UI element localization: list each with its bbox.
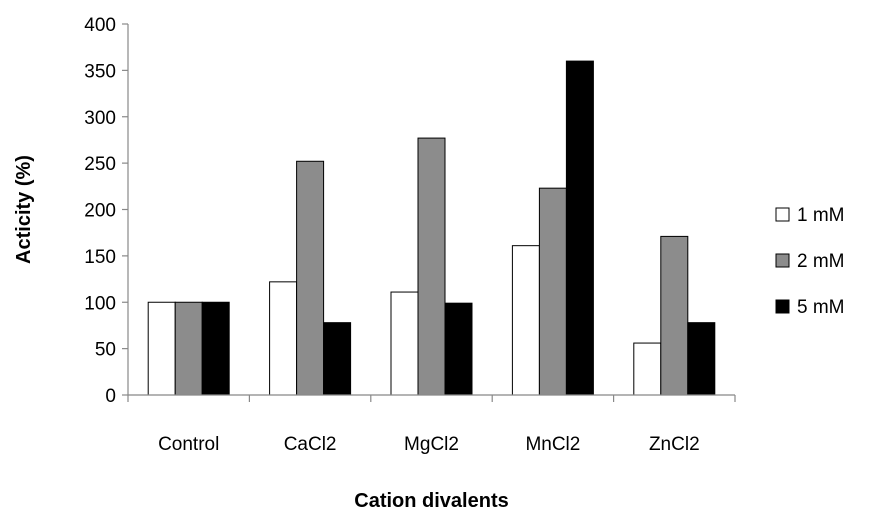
- y-tick-label: 150: [84, 247, 116, 268]
- bars: [147, 60, 716, 396]
- legend-label: 1 mM: [797, 205, 845, 226]
- bar-MnCl2-2mM: [538, 187, 567, 396]
- y-tick-label: 350: [84, 61, 116, 82]
- legend-swatch: [775, 299, 790, 314]
- x-tick-label: MgCl2: [404, 434, 459, 455]
- axes: [127, 24, 735, 396]
- y-axis-title: Acticity (%): [13, 155, 35, 264]
- y-axis-ticks: 0 50 100 150 200 250 300 350 400: [84, 15, 128, 407]
- legend-swatch: [775, 253, 790, 268]
- y-tick-label: 200: [84, 201, 116, 222]
- bar-MnCl2-1mM: [511, 245, 540, 396]
- bar-ZnCl2-1mM: [633, 342, 662, 396]
- x-tick-label: Control: [158, 434, 219, 455]
- bar-ZnCl2-5mM: [687, 322, 716, 396]
- y-tick-label: 0: [105, 386, 116, 407]
- bar-CaCl2-1mM: [269, 281, 298, 396]
- bar-Control-2mM: [174, 301, 203, 396]
- y-tick-label: 50: [95, 340, 116, 361]
- bar-Control-5mM: [201, 301, 230, 396]
- x-tick-label: MnCl2: [525, 434, 580, 455]
- bar-MgCl2-5mM: [444, 302, 473, 396]
- legend: 1 mM 2 mM 5 mM: [775, 205, 845, 318]
- legend-label: 2 mM: [797, 251, 845, 272]
- bar-CaCl2-2mM: [296, 160, 325, 396]
- bar-MgCl2-1mM: [390, 291, 419, 396]
- legend-label: 5 mM: [797, 297, 845, 318]
- x-tick-label: CaCl2: [284, 434, 337, 455]
- legend-swatch: [775, 207, 790, 222]
- bar-CaCl2-5mM: [323, 322, 352, 396]
- x-axis-ticks: Control CaCl2 MgCl2 MnCl2 ZnCl2: [127, 395, 736, 455]
- bar-ZnCl2-2mM: [660, 235, 689, 396]
- x-axis-title: Cation divalents: [354, 490, 508, 512]
- bar-Control-1mM: [147, 301, 176, 396]
- y-tick-label: 300: [84, 108, 116, 129]
- bar-MgCl2-2mM: [417, 137, 446, 396]
- y-tick-label: 100: [84, 293, 116, 314]
- y-tick-label: 400: [84, 15, 116, 36]
- x-tick-label: ZnCl2: [649, 434, 700, 455]
- bar-MnCl2-5mM: [565, 60, 594, 396]
- y-tick-label: 250: [84, 154, 116, 175]
